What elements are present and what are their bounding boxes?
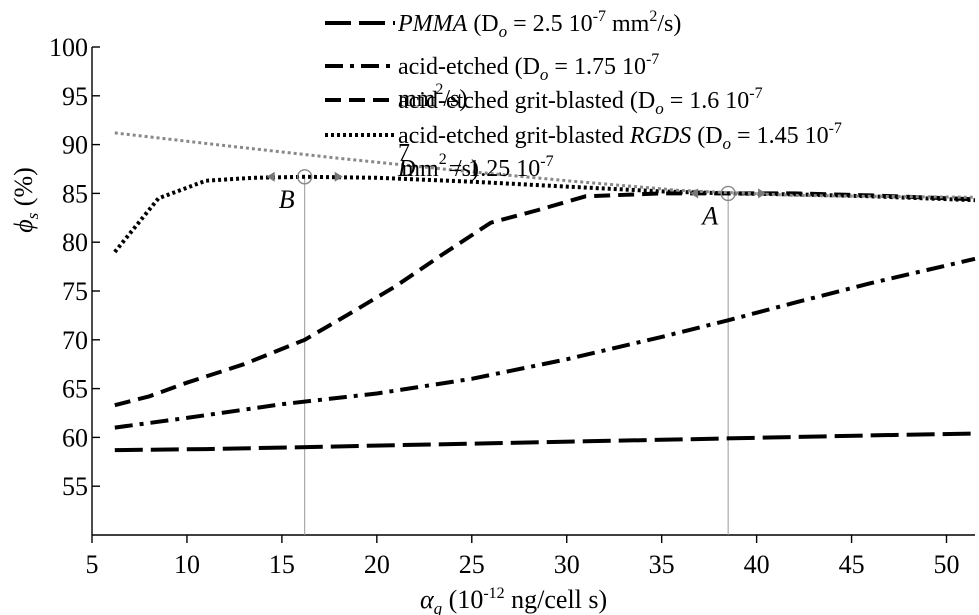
x-tick-label: 5 (86, 550, 99, 579)
legend-label-pmma: PMMA (Do = 2.5 10-7 mm2/s) (397, 8, 681, 41)
x-ticks: 5 10 15 20 25 30 35 40 45 50 (86, 535, 960, 579)
series-line-0 (114, 431, 976, 453)
markers-layer: AB (266, 169, 767, 230)
marker-arrow-left (690, 188, 699, 199)
y-tick-label: 80 (62, 228, 88, 257)
marker-label-B: B (279, 185, 295, 214)
series-layer (113, 131, 976, 453)
x-axis-title: αg (10-12 ng/cell s) (420, 585, 607, 615)
series-line-1 (114, 256, 976, 430)
marker-arrow-left (266, 171, 275, 182)
marker-arrow-right (758, 188, 767, 199)
marker-arrow-right (334, 171, 343, 182)
x-tick-label: 10 (174, 550, 200, 579)
x-tick-label: 40 (744, 550, 770, 579)
y-tick-label: 55 (62, 472, 88, 501)
legend-label-acid-etched: acid-etched (Do = 1.75 10-7 (398, 51, 659, 84)
series-line-4 (114, 131, 976, 199)
x-tick-label: 15 (269, 550, 295, 579)
marker-circle-B (296, 169, 313, 185)
series-line-3 (113, 174, 976, 254)
marker-circle-A (720, 185, 736, 202)
legend-label-rgds: acid-etched grit-blasted RGDS (Do = 1.45… (398, 120, 842, 153)
x-tick-label: 30 (554, 550, 580, 579)
x-tick-label: 25 (459, 550, 485, 579)
axes (91, 47, 975, 536)
y-axis-title: ϕs (%) (9, 167, 42, 233)
y-tick-label: 85 (62, 179, 88, 208)
legend-overflow-mm: mm2/s) (398, 81, 467, 112)
marker-label-A: A (700, 201, 718, 230)
legend-overflow-seven: 7 (398, 140, 410, 166)
y-tick-label: 60 (62, 423, 88, 452)
legend-overflow-rgds-value: Dmm2 = 1.25 10-7 (397, 151, 554, 182)
y-tick-label: 65 (62, 375, 88, 404)
legend: PMMA (Do = 2.5 10-7 mm2/s) acid-etched (… (325, 8, 842, 182)
x-tick-label: 45 (839, 550, 865, 579)
legend-label-grit-blasted: acid-etched grit-blasted (Do = 1.6 10-7 (398, 85, 763, 118)
y-tick-label: 95 (62, 82, 88, 111)
x-tick-label: 50 (934, 550, 960, 579)
series-line-2 (114, 191, 976, 408)
y-tick-label: 70 (62, 326, 88, 355)
guide-lines (304, 176, 729, 535)
y-tick-label: 75 (62, 277, 88, 306)
x-tick-label: 20 (364, 550, 390, 579)
x-tick-label: 35 (649, 550, 675, 579)
y-tick-label: 100 (49, 33, 88, 62)
y-ticks: 55 60 65 70 75 80 85 90 95 100 (49, 33, 100, 501)
y-tick-label: 90 (62, 131, 88, 160)
legend-overflow-slash: /s) (455, 156, 479, 182)
